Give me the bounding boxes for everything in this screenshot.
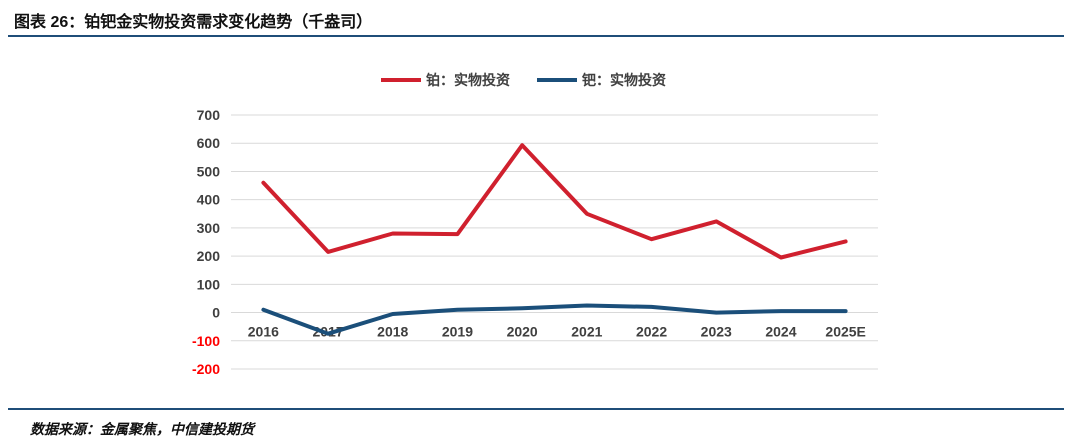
y-tick-label: -200 [192, 361, 220, 377]
x-tick-label: 2024 [765, 324, 796, 340]
series-lines [261, 143, 848, 336]
x-tick-label: 2022 [636, 324, 667, 340]
bottom-divider [8, 408, 1064, 410]
series-line-palladium [261, 303, 848, 336]
source-note: 数据来源：金属聚焦，中信建投期货 [30, 421, 254, 437]
x-tick-label: 2019 [442, 324, 473, 340]
y-tick-label: 300 [197, 220, 221, 236]
x-tick-label: 2025E [825, 324, 865, 340]
x-tick-label: 2017 [312, 324, 343, 340]
chart-legend: 铂：实物投资 钯：实物投资 [381, 72, 666, 88]
series-line-platinum [261, 143, 848, 260]
y-tick-label: 500 [197, 163, 221, 179]
y-tick-label: 600 [197, 135, 221, 151]
y-tick-label: 700 [197, 107, 221, 123]
x-tick-label: 2021 [571, 324, 602, 340]
figure-title: 图表 26：铂钯金实物投资需求变化趋势（千盎司） [14, 14, 373, 31]
y-axis: 700 600 500 400 300 200 100 0 -100 -200 [192, 107, 220, 377]
legend-label-palladium: 钯：实物投资 [581, 72, 666, 88]
x-axis: 2016 2017 2018 2019 2020 2021 2022 2023 2024 2025… [248, 324, 866, 340]
x-tick-label: 2018 [377, 324, 408, 340]
top-divider [8, 35, 1064, 37]
y-tick-label: -100 [192, 333, 220, 349]
y-tick-label: 400 [197, 192, 221, 208]
legend-label-platinum: 铂：实物投资 [426, 72, 510, 88]
gridlines [231, 114, 878, 370]
x-tick-label: 2023 [701, 324, 732, 340]
y-tick-label: 200 [197, 248, 221, 264]
x-tick-label: 2016 [248, 324, 279, 340]
x-tick-label: 2020 [507, 324, 538, 340]
y-tick-label: 100 [197, 276, 221, 292]
y-tick-label: 0 [212, 305, 220, 321]
